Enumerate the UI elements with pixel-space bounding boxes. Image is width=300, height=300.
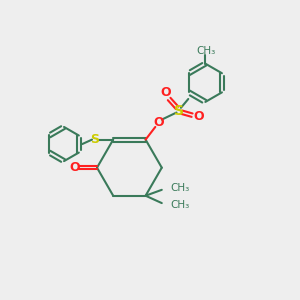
Text: S: S — [90, 133, 99, 146]
Text: CH₃: CH₃ — [170, 183, 189, 194]
Text: CH₃: CH₃ — [196, 46, 216, 56]
Text: O: O — [154, 116, 164, 129]
Text: O: O — [193, 110, 204, 123]
Text: S: S — [174, 104, 184, 118]
Text: CH₃: CH₃ — [170, 200, 189, 209]
Text: O: O — [160, 86, 171, 99]
Text: O: O — [69, 161, 80, 174]
